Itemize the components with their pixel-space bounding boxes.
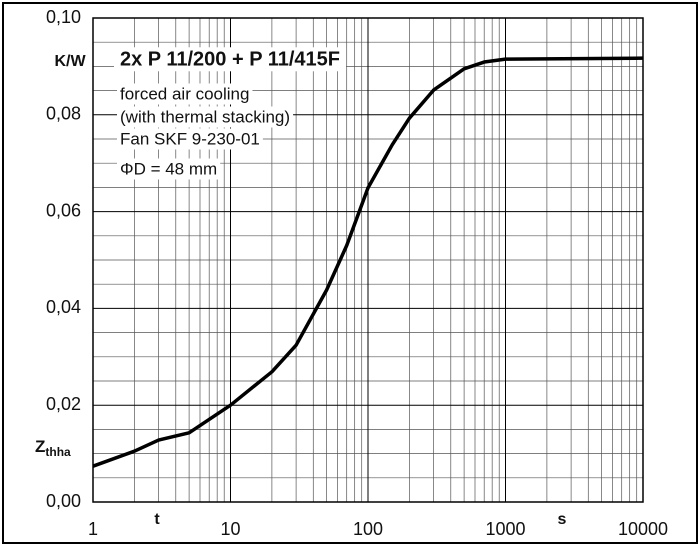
x-tick-label: 1: [88, 519, 98, 539]
y-tick-label: 0,08: [46, 104, 81, 124]
data-line: [92, 56, 644, 468]
label-background: [33, 436, 74, 461]
annotation: forced air cooling: [120, 84, 249, 103]
y-tick-label: 0,00: [46, 491, 81, 511]
y-tick-label: 0,04: [46, 297, 81, 317]
y-axis-label: Zthha: [35, 437, 71, 459]
label-background: [117, 83, 253, 105]
plot-frame: [92, 17, 644, 503]
label-background: [114, 47, 347, 72]
y-axis-label-main: Z: [35, 437, 45, 456]
chart-title: 2x P 11/200 + P 11/415F: [120, 48, 340, 70]
x-tick-label: 1000: [485, 519, 525, 539]
y-tick-label: 0,06: [46, 200, 81, 220]
annotation: (with thermal stacking): [120, 107, 290, 126]
x-axis-unit: s: [558, 511, 567, 528]
x-axis-label: t: [154, 511, 160, 528]
y-axis-unit: K/W: [54, 53, 86, 70]
annotation: Fan SKF 9-230-01: [120, 129, 260, 148]
x-tick-label: 100: [353, 519, 383, 539]
annotation: ΦD = 48 mm: [120, 159, 217, 178]
x-tick-label: 10: [220, 519, 240, 539]
y-tick-label: 0,10: [46, 7, 81, 27]
y-tick-label: 0,02: [46, 394, 81, 414]
label-background: [117, 128, 263, 150]
label-background: [117, 106, 294, 128]
label-background: [52, 52, 89, 72]
y-axis-label-sub: thha: [45, 445, 71, 459]
label-background: [117, 158, 221, 180]
x-tick-label: 10000: [618, 519, 668, 539]
